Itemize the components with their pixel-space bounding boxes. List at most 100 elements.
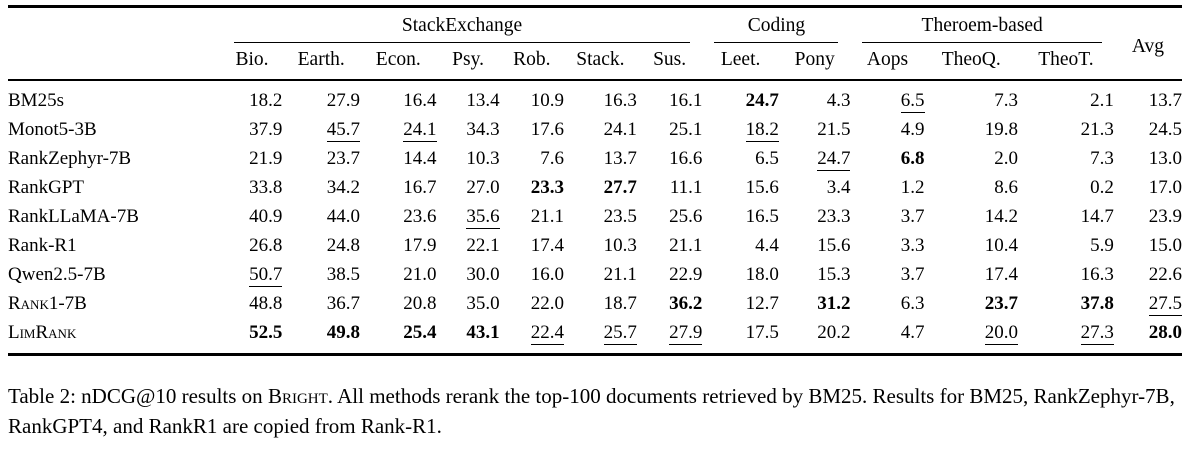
value-cell: 24.1 [603, 118, 637, 140]
value-cell: 36.7 [326, 292, 361, 314]
column-header-theoq: TheoQ. [924, 43, 1018, 81]
method-name: RankGPT [8, 176, 84, 198]
value-cell: 16.0 [530, 263, 564, 285]
value-cell: 22.0 [530, 292, 564, 314]
value-cell: 8.6 [994, 176, 1018, 198]
value-cell: 10.9 [530, 89, 564, 111]
value-cell: 10.4 [984, 234, 1018, 256]
value-cell: 22.4 [530, 321, 564, 345]
value-cell: 20.8 [403, 292, 437, 314]
value-cell: 20.0 [984, 321, 1018, 345]
value-cell: 6.5 [755, 147, 779, 169]
value-cell: 23.7 [984, 292, 1018, 314]
value-cell: 4.9 [900, 118, 925, 140]
value-cell: 23.3 [817, 205, 851, 227]
value-cell: 25.4 [403, 321, 437, 343]
value-cell: 18.7 [603, 292, 637, 314]
column-header-earth: Earth. [282, 43, 361, 81]
value-cell: 5.9 [1090, 234, 1114, 256]
value-cell: 24.7 [817, 147, 851, 171]
value-cell: 27.9 [326, 89, 361, 111]
value-cell: 6.3 [900, 292, 925, 314]
value-cell: 16.3 [603, 89, 637, 111]
value-cell: 23.7 [326, 147, 361, 169]
value-cell: 17.9 [403, 234, 437, 256]
value-cell: 33.8 [249, 176, 283, 198]
group-label-coding: Coding [714, 15, 839, 43]
value-cell: 24.7 [745, 89, 779, 111]
table-row: LimRank 52.5 49.8 25.4 43.1 22.4 25.7 27.9 17.5 2… [8, 318, 1182, 355]
value-cell: 6.5 [900, 89, 925, 113]
value-cell: 45.7 [326, 118, 361, 142]
value-cell: 27.0 [466, 176, 500, 198]
table-header: StackExchange Coding Theroem-based Avg B… [8, 6, 1182, 81]
results-table: StackExchange Coding Theroem-based Avg B… [8, 5, 1182, 356]
table-row: RankZephyr-7B 21.9 23.7 14.4 10.3 7.6 13.7 16.6… [8, 144, 1182, 173]
column-header-econ: Econ. [360, 43, 437, 81]
value-cell: 15.3 [817, 263, 851, 285]
value-cell: 4.3 [826, 89, 851, 111]
value-cell: 22.9 [669, 263, 703, 285]
value-cell: 23.5 [603, 205, 637, 227]
value-cell: 21.3 [1080, 118, 1114, 140]
table-row: Monot5-3B 37.9 45.7 24.1 34.3 17.6 24.1 25.1 18.… [8, 115, 1182, 144]
value-cell: 6.8 [900, 147, 925, 169]
value-cell: 18.2 [249, 89, 283, 111]
value-cell: 14.4 [403, 147, 437, 169]
value-cell: 13.7 [1148, 89, 1182, 111]
column-header-psy: Psy. [436, 43, 500, 81]
value-cell: 23.6 [403, 205, 437, 227]
value-cell: 31.2 [817, 292, 851, 314]
column-header-row: Bio. Earth. Econ. Psy. Rob. Stack. Sus. … [8, 43, 1182, 81]
value-cell: 44.0 [326, 205, 361, 227]
value-cell: 22.1 [466, 234, 500, 256]
value-cell: 13.0 [1148, 147, 1182, 169]
column-header-leet: Leet. [702, 43, 779, 81]
value-cell: 2.0 [994, 147, 1018, 169]
value-cell: 18.2 [745, 118, 779, 142]
value-cell: 27.9 [669, 321, 703, 345]
value-cell: 3.7 [900, 205, 925, 227]
column-header-sus: Sus. [636, 43, 703, 81]
value-cell: 27.5 [1148, 292, 1182, 316]
value-cell: 50.7 [249, 263, 283, 287]
value-cell: 24.8 [326, 234, 361, 256]
value-cell: 35.6 [466, 205, 500, 229]
value-cell: 49.8 [326, 321, 361, 343]
table-row: RankLLaMA-7B 40.9 44.0 23.6 35.6 21.1 23.5 25.6… [8, 202, 1182, 231]
value-cell: 22.6 [1148, 263, 1182, 285]
value-cell: 0.2 [1090, 176, 1114, 198]
value-cell: 2.1 [1090, 89, 1114, 111]
value-cell: 4.7 [900, 321, 925, 343]
value-cell: 21.5 [817, 118, 851, 140]
method-name: Rank1-7B [8, 292, 87, 314]
value-cell: 16.1 [669, 89, 703, 111]
value-cell: 20.2 [817, 321, 851, 343]
value-cell: 34.3 [466, 118, 500, 140]
value-cell: 21.0 [403, 263, 437, 285]
column-header-theot: TheoT. [1017, 43, 1114, 81]
method-name: Monot5-3B [8, 118, 97, 140]
caption-benchmark-name: Bright [267, 384, 328, 408]
method-name: Rank-R1 [8, 234, 77, 256]
value-cell: 26.8 [249, 234, 283, 256]
value-cell: 30.0 [466, 263, 500, 285]
value-cell: 17.0 [1148, 176, 1182, 198]
method-name: Qwen2.5-7B [8, 263, 106, 285]
column-header-rob: Rob. [499, 43, 564, 81]
value-cell: 15.0 [1148, 234, 1182, 256]
value-cell: 25.6 [669, 205, 703, 227]
value-cell: 10.3 [603, 234, 637, 256]
value-cell: 3.4 [826, 176, 851, 198]
method-column-spacer [8, 7, 222, 44]
value-cell: 21.1 [669, 234, 703, 256]
table-row: Rank-R1 26.8 24.8 17.9 22.1 17.4 10.3 21.1 4.4 15… [8, 231, 1182, 260]
value-cell: 40.9 [249, 205, 283, 227]
value-cell: 7.3 [1090, 147, 1114, 169]
value-cell: 12.7 [745, 292, 779, 314]
value-cell: 35.0 [466, 292, 500, 314]
group-label-stackexchange: StackExchange [233, 15, 691, 43]
value-cell: 13.7 [603, 147, 637, 169]
value-cell: 25.7 [603, 321, 637, 345]
